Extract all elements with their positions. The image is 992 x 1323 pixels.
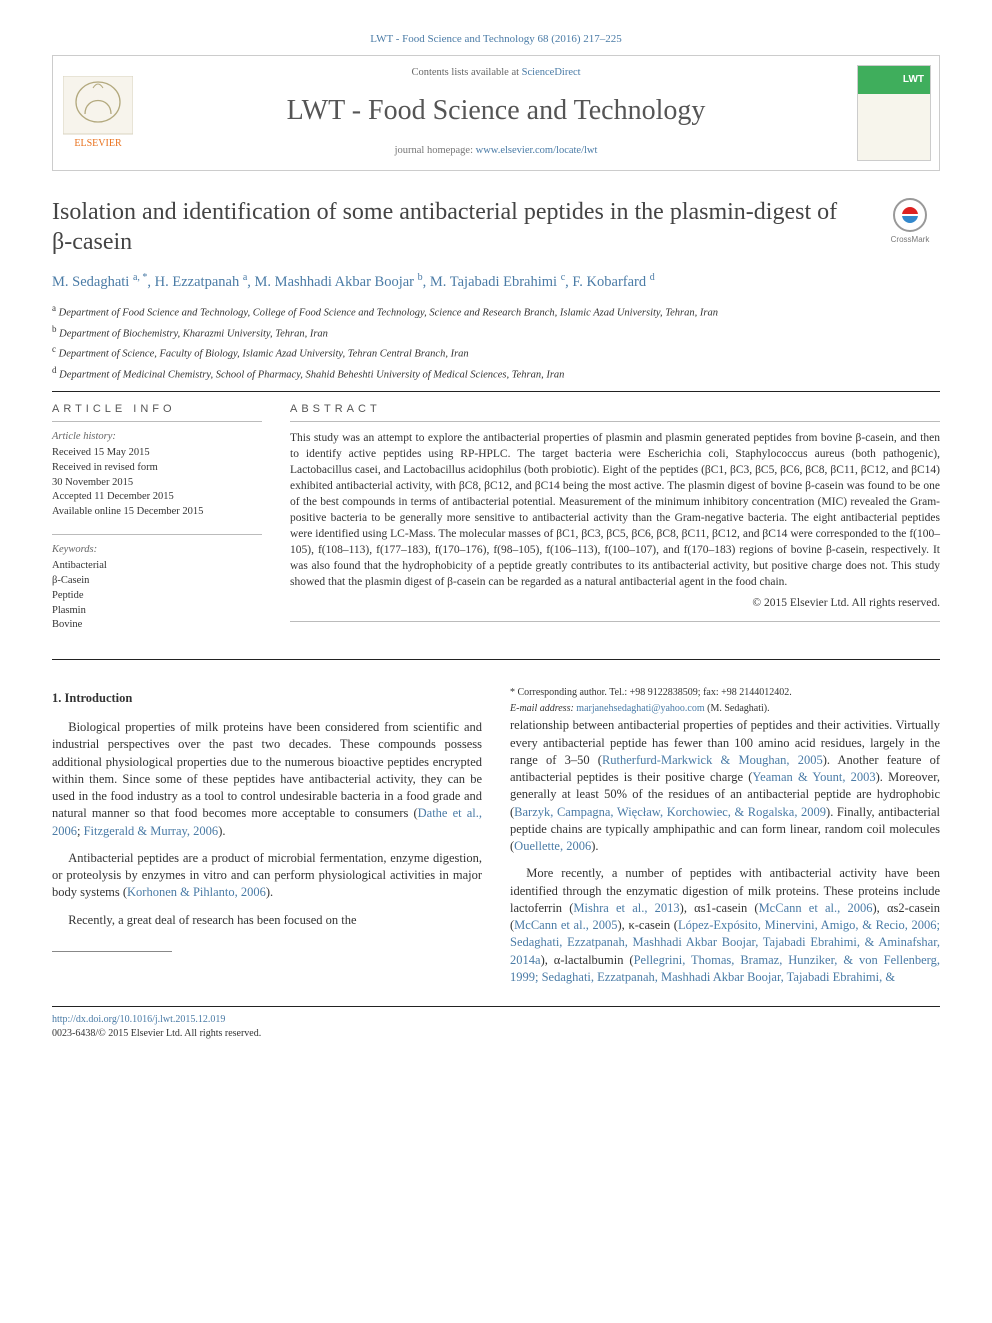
intro-paragraph-5: More recently, a number of peptides with… — [510, 865, 940, 986]
journal-cover-thumbnail — [857, 65, 931, 161]
keyword-line: β-Casein — [52, 574, 262, 589]
affiliations-block: a Department of Food Science and Technol… — [52, 302, 940, 383]
article-info-column: ARTICLE INFO Article history: Received 1… — [52, 402, 262, 647]
article-title: Isolation and identification of some ant… — [52, 197, 862, 257]
intro-paragraph-1: Biological properties of milk proteins h… — [52, 719, 482, 840]
history-line: Received 15 May 2015 — [52, 446, 262, 461]
elsevier-logo: ELSEVIER — [63, 76, 133, 150]
top-citation: LWT - Food Science and Technology 68 (20… — [52, 32, 940, 47]
article-history: Article history: Received 15 May 2015Rec… — [52, 430, 262, 520]
footnote-rule — [52, 951, 172, 952]
citation-link[interactable]: Yeaman & Yount, 2003 — [752, 770, 875, 784]
affiliation-line: d Department of Medicinal Chemistry, Sch… — [52, 364, 940, 383]
history-line: Available online 15 December 2015 — [52, 505, 262, 520]
contents-list-line: Contents lists available at ScienceDirec… — [151, 66, 841, 80]
crossmark-badge[interactable]: CrossMark — [880, 197, 940, 246]
citation-link[interactable]: McCann et al., 2006 — [759, 901, 873, 915]
page-footer: http://dx.doi.org/10.1016/j.lwt.2015.12.… — [52, 1006, 940, 1040]
affiliation-line: b Department of Biochemistry, Kharazmi U… — [52, 323, 940, 342]
doi-link[interactable]: http://dx.doi.org/10.1016/j.lwt.2015.12.… — [52, 1014, 225, 1025]
abstract-text: This study was an attempt to explore the… — [290, 430, 940, 611]
journal-header-box: ELSEVIER Contents lists available at Sci… — [52, 55, 940, 171]
abstract-copyright: © 2015 Elsevier Ltd. All rights reserved… — [290, 595, 940, 611]
intro-paragraph-4: relationship between antibacterial prope… — [510, 717, 940, 855]
affiliation-line: c Department of Science, Faculty of Biol… — [52, 343, 940, 362]
journal-name: LWT - Food Science and Technology — [151, 92, 841, 130]
keywords-block: Keywords: Antibacterialβ-CaseinPeptidePl… — [52, 543, 262, 633]
corresponding-author-footnote: * Corresponding author. Tel.: +98 912283… — [510, 686, 940, 716]
article-info-heading: ARTICLE INFO — [52, 402, 262, 417]
affiliation-line: a Department of Food Science and Technol… — [52, 302, 940, 321]
citation-link[interactable]: Ouellette, 2006 — [514, 839, 591, 853]
keyword-line: Antibacterial — [52, 559, 262, 574]
citation-link[interactable]: Korhonen & Pihlanto, 2006 — [127, 885, 266, 899]
abstract-heading: ABSTRACT — [290, 402, 940, 417]
citation-link[interactable]: Barzyk, Campagna, Więcław, Korchowiec, &… — [514, 805, 826, 819]
authors-line: M. Sedaghati a, *, H. Ezzatpanah a, M. M… — [52, 271, 940, 292]
rule-above-info — [52, 391, 940, 392]
journal-homepage-link[interactable]: www.elsevier.com/locate/lwt — [476, 145, 598, 156]
abstract-column: ABSTRACT This study was an attempt to ex… — [290, 402, 940, 647]
keyword-line: Plasmin — [52, 604, 262, 619]
citation-link[interactable]: McCann et al., 2005 — [514, 918, 617, 932]
email-link[interactable]: marjanehsedaghati@yahoo.com — [576, 703, 704, 714]
keyword-line: Peptide — [52, 589, 262, 604]
citation-link[interactable]: Rutherfurd-Markwick & Moughan, 2005 — [602, 753, 823, 767]
rule-below-abstract — [52, 659, 940, 660]
cover-thumb-cell — [849, 56, 939, 170]
intro-paragraph-3: Recently, a great deal of research has b… — [52, 912, 482, 929]
sciencedirect-link[interactable]: ScienceDirect — [522, 67, 581, 78]
section-heading-intro: 1. Introduction — [52, 690, 482, 707]
history-line: Received in revised form — [52, 461, 262, 476]
svg-text:ELSEVIER: ELSEVIER — [74, 138, 122, 149]
history-line: 30 November 2015 — [52, 476, 262, 491]
homepage-line: journal homepage: www.elsevier.com/locat… — [151, 144, 841, 158]
issn-copyright-line: 0023-6438/© 2015 Elsevier Ltd. All right… — [52, 1027, 940, 1041]
elsevier-logo-cell: ELSEVIER — [53, 56, 143, 170]
history-line: Accepted 11 December 2015 — [52, 490, 262, 505]
intro-paragraph-2: Antibacterial peptides are a product of … — [52, 850, 482, 902]
keyword-line: Bovine — [52, 618, 262, 633]
citation-link[interactable]: Fitzgerald & Murray, 2006 — [84, 824, 219, 838]
body-two-column: 1. Introduction Biological properties of… — [52, 686, 940, 986]
citation-link[interactable]: Mishra et al., 2013 — [573, 901, 679, 915]
